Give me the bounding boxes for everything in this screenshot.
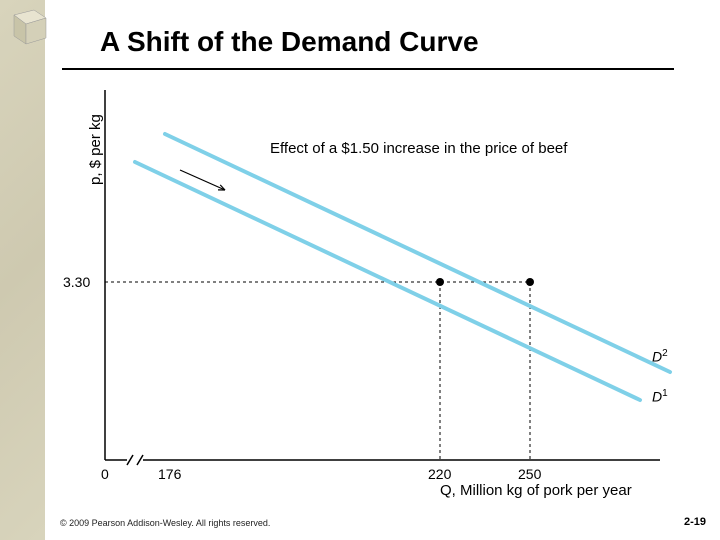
annotation-text: Effect of a $1.50 increase in the price … (270, 140, 567, 157)
x-tick-176: 176 (158, 466, 181, 482)
d1-label: D1 (652, 388, 668, 405)
x-tick-250: 250 (518, 466, 541, 482)
copyright: © 2009 Pearson Addison-Wesley. All right… (60, 518, 270, 528)
x-axis-label: Q, Million kg of pork per year (440, 482, 632, 499)
chart (0, 0, 720, 540)
d2-label: D2 (652, 348, 668, 365)
y-axis-label: p, $ per kg (87, 114, 104, 185)
y-tick-330: 3.30 (63, 274, 90, 290)
x-tick-0: 0 (101, 466, 109, 482)
slide: A Shift of the Demand Curve p, $ per kg … (0, 0, 720, 540)
slide-number: 2-19 (684, 516, 706, 528)
x-tick-220: 220 (428, 466, 451, 482)
